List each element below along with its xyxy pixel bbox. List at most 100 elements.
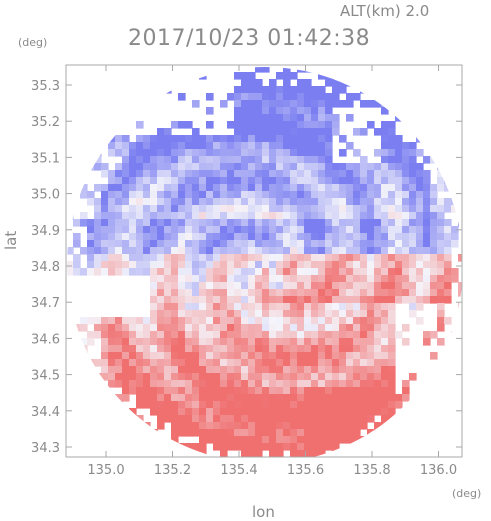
radar-cell — [185, 282, 193, 290]
radar-cell — [423, 254, 431, 262]
radar-cell — [423, 282, 431, 290]
radar-cell — [430, 296, 438, 304]
radar-cell — [192, 212, 200, 220]
radar-cell — [122, 163, 130, 171]
radar-cell — [269, 198, 277, 206]
radar-cell — [318, 142, 326, 150]
radar-cell — [220, 352, 228, 360]
radar-cell — [157, 170, 165, 178]
radar-cell — [262, 296, 270, 304]
radar-cell — [311, 296, 319, 304]
radar-cell — [437, 303, 445, 311]
radar-cell — [185, 352, 193, 360]
radar-cell — [304, 240, 312, 248]
radar-cell — [234, 415, 242, 423]
radar-cell — [192, 450, 200, 457]
radar-cell — [332, 331, 340, 339]
radar-cell — [192, 163, 200, 171]
radar-cell — [276, 310, 284, 318]
radar-cell — [388, 261, 396, 269]
radar-cell — [157, 240, 165, 248]
radar-cell — [227, 205, 235, 213]
radar-cell — [381, 198, 389, 206]
radar-cell — [248, 373, 256, 381]
radar-cell — [241, 93, 249, 101]
radar-cell — [262, 156, 270, 164]
radar-cell — [199, 240, 207, 248]
radar-cell — [136, 380, 144, 388]
radar-cell — [136, 387, 144, 395]
radar-cell — [178, 156, 186, 164]
radar-cell — [360, 254, 368, 262]
radar-cell — [402, 163, 410, 171]
radar-cell — [437, 338, 445, 346]
radar-cell — [423, 198, 431, 206]
radar-cell — [325, 415, 333, 423]
radar-cell — [283, 310, 291, 318]
radar-cell — [297, 408, 305, 416]
radar-cell — [164, 191, 172, 199]
radar-cell — [367, 282, 375, 290]
radar-cell — [402, 205, 410, 213]
radar-cell — [234, 156, 242, 164]
radar-cell — [157, 261, 165, 269]
radar-cell — [192, 142, 200, 150]
radar-cell — [430, 268, 438, 276]
radar-cell — [220, 254, 228, 262]
radar-cell — [115, 226, 123, 234]
radar-cell — [157, 401, 165, 409]
radar-cell — [164, 261, 172, 269]
radar-cell — [94, 415, 102, 423]
radar-cell — [178, 373, 186, 381]
radar-cell — [360, 170, 368, 178]
radar-cell — [332, 191, 340, 199]
radar-cell — [318, 163, 326, 171]
radar-cell — [234, 443, 242, 451]
radar-cell — [227, 233, 235, 241]
radar-cell — [171, 289, 179, 297]
radar-cell — [206, 345, 214, 353]
radar-cell — [150, 198, 158, 206]
radar-cell — [437, 233, 445, 241]
radar-cell — [339, 135, 347, 143]
radar-cell — [143, 254, 151, 262]
radar-cell — [262, 331, 270, 339]
radar-cell — [332, 352, 340, 360]
radar-cell — [360, 338, 368, 346]
radar-cell — [437, 163, 445, 171]
radar-cell — [87, 240, 95, 248]
radar-cell — [122, 205, 130, 213]
radar-cell — [423, 184, 431, 192]
radar-cell — [227, 303, 235, 311]
radar-cell — [241, 275, 249, 283]
radar-cell — [171, 156, 179, 164]
radar-cell — [451, 345, 459, 353]
radar-cell — [416, 219, 424, 227]
radar-cell — [353, 198, 361, 206]
radar-cell — [451, 359, 459, 367]
radar-cell — [227, 212, 235, 220]
radar-cell — [332, 93, 340, 101]
radar-cell — [129, 205, 137, 213]
radar-cell — [94, 93, 102, 101]
radar-cell — [346, 114, 354, 122]
radar-cell — [220, 394, 228, 402]
radar-cell — [311, 394, 319, 402]
radar-cell — [220, 191, 228, 199]
radar-cell — [164, 149, 172, 157]
radar-cell — [129, 331, 137, 339]
radar-cell — [234, 93, 242, 101]
radar-cell — [388, 212, 396, 220]
radar-cell — [283, 401, 291, 409]
radar-cell — [346, 79, 354, 87]
radar-cell — [136, 261, 144, 269]
radar-cell — [115, 149, 123, 157]
radar-cell — [360, 303, 368, 311]
radar-cell — [318, 219, 326, 227]
radar-cell — [94, 135, 102, 143]
radar-cell — [290, 324, 298, 332]
radar-cell — [171, 191, 179, 199]
radar-cell — [367, 86, 375, 94]
radar-cell — [318, 303, 326, 311]
radar-cell — [360, 198, 368, 206]
